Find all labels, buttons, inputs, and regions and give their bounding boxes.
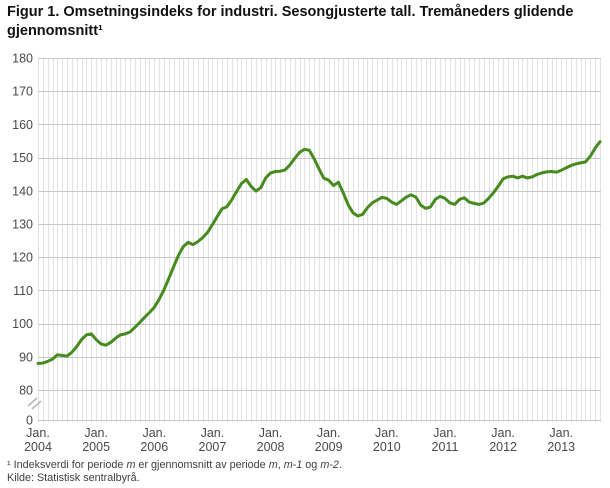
svg-text:140: 140 — [12, 184, 33, 198]
svg-text:Jan.: Jan. — [491, 426, 515, 440]
svg-text:2006: 2006 — [140, 440, 168, 454]
footnote-part: og — [302, 459, 321, 471]
svg-text:100: 100 — [12, 317, 33, 331]
footnote-part: , — [277, 459, 284, 471]
footnote-part: m-1 — [283, 459, 303, 471]
source-line: Kilde: Statistisk sentralbyrå. — [7, 472, 140, 484]
svg-text:2004: 2004 — [24, 440, 52, 454]
svg-text:150: 150 — [12, 151, 33, 165]
svg-text:2011: 2011 — [432, 440, 459, 454]
svg-text:Jan.: Jan. — [84, 426, 108, 440]
svg-text:120: 120 — [12, 251, 33, 265]
footnote-part: . — [338, 459, 342, 471]
svg-text:110: 110 — [13, 284, 33, 298]
figure-title: Figur 1. Omsetningsindeks for industri. … — [7, 4, 574, 39]
svg-text:2007: 2007 — [199, 440, 227, 454]
svg-text:0: 0 — [26, 414, 33, 428]
footnote: ¹ Indeksverdi for periode m er gjennomsn… — [7, 459, 342, 472]
svg-text:2005: 2005 — [82, 440, 110, 454]
svg-text:2008: 2008 — [257, 440, 285, 454]
svg-text:Jan.: Jan. — [433, 426, 457, 440]
svg-text:2012: 2012 — [489, 440, 517, 454]
svg-text:80: 80 — [19, 384, 33, 398]
svg-text:Jan.: Jan. — [259, 426, 283, 440]
data-line-industri — [36, 140, 602, 365]
y-axis-labels: 180 170 160 150 140 130 120 110 100 90 80 0 — [12, 52, 33, 428]
svg-text:2009: 2009 — [315, 440, 343, 454]
svg-text:Jan.: Jan. — [317, 426, 341, 440]
footnote-part: ¹ Indeksverdi for periode — [7, 459, 127, 471]
svg-text:2010: 2010 — [373, 440, 401, 454]
svg-text:Jan.: Jan. — [26, 426, 50, 440]
footnote-part: m — [126, 459, 136, 471]
svg-text:Jan.: Jan. — [142, 426, 166, 440]
svg-text:Jan.: Jan. — [375, 426, 399, 440]
footnote-part: m-2 — [320, 459, 339, 471]
footnote-part: m — [268, 459, 278, 471]
vertical-gridlines — [38, 58, 601, 422]
axis-break-icon — [27, 397, 42, 410]
svg-text:Jan.: Jan. — [201, 426, 225, 440]
svg-text:160: 160 — [12, 118, 33, 132]
footnote-part: er gjennomsnitt av periode — [135, 459, 269, 471]
svg-text:Jan.: Jan. — [549, 426, 573, 440]
svg-text:90: 90 — [19, 350, 33, 364]
svg-text:130: 130 — [12, 218, 33, 232]
svg-text:2013: 2013 — [547, 440, 575, 454]
chart-svg: 18017016015014013012011010090800Jan.2004… — [12, 52, 602, 454]
svg-text:170: 170 — [12, 85, 33, 99]
x-axis-labels: Jan.2004Jan.2005Jan.2006Jan.2007Jan.2008… — [24, 426, 575, 454]
svg-text:180: 180 — [12, 52, 33, 66]
horizontal-gridlines — [38, 58, 601, 421]
